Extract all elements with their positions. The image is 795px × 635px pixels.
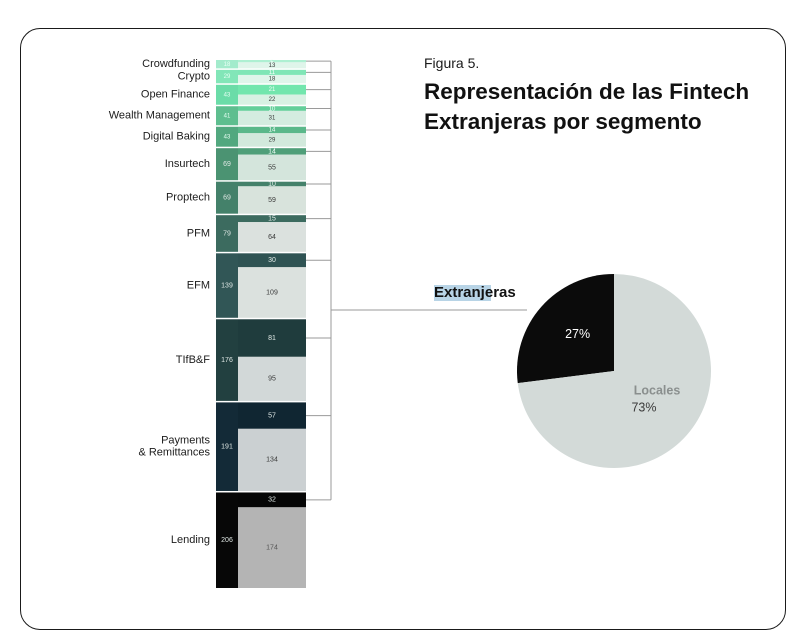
pie-slice-locales [517, 274, 711, 468]
callout-highlight [434, 285, 491, 301]
segment-foreign-label: 14 [269, 128, 276, 134]
segment-foreign-bar [238, 106, 306, 111]
segment-total-label: 18 [224, 62, 231, 68]
segment-foreign-bar [238, 126, 306, 134]
segment-band [216, 69, 238, 84]
segment-local-label: 59 [268, 197, 276, 204]
segment-local-bar [238, 154, 306, 181]
segment-local-label: 174 [266, 544, 278, 551]
pie-label-foreign: 27% [565, 327, 590, 341]
segment-total-label: 206 [221, 537, 233, 544]
segment-local-label: 29 [269, 138, 276, 144]
segment-total-label: 29 [224, 74, 231, 80]
segment-band [216, 106, 238, 126]
segment-foreign-bar [238, 84, 306, 95]
segment-foreign-label: 10 [269, 106, 276, 112]
pie-callout-label: Extranjeras [434, 284, 516, 301]
segment-category-label: Insurtech [165, 158, 210, 170]
segment-total-label: 79 [223, 230, 231, 237]
segment-band [216, 148, 238, 181]
segment-category-label: Payments [161, 435, 210, 447]
segment-foreign-label: 32 [268, 497, 276, 504]
segment-local-label: 134 [266, 457, 278, 464]
segment-band [216, 402, 238, 491]
segment-category-label: Proptech [166, 192, 210, 204]
segment-category-label: EFM [187, 279, 210, 291]
segment-category-label: Crypto [178, 70, 210, 82]
segment-local-label: 22 [269, 97, 276, 103]
segment-category-label: & Remittances [138, 447, 210, 459]
segment-local-bar [238, 110, 306, 126]
segment-local-bar [238, 507, 306, 588]
segment-local-label: 64 [268, 234, 276, 241]
segment-local-bar [238, 356, 306, 401]
segment-local-label: 95 [268, 376, 276, 383]
segment-local-bar [238, 62, 306, 69]
segment-foreign-bar [238, 402, 306, 429]
segment-foreign-bar [238, 319, 306, 357]
segment-foreign-label: 15 [268, 216, 276, 223]
segment-band [216, 253, 238, 318]
segment-band [216, 60, 238, 69]
segment-band [216, 215, 238, 252]
segment-foreign-bar [238, 492, 306, 508]
segment-band [216, 181, 238, 214]
segment-band [216, 84, 238, 105]
segment-total-label: 191 [221, 444, 233, 451]
segment-foreign-bar [238, 69, 306, 75]
segment-local-label: 31 [269, 116, 276, 122]
segment-local-label: 55 [268, 164, 276, 171]
segment-total-label: 43 [224, 134, 231, 140]
segment-category-label: TIfB&F [176, 354, 211, 366]
segment-local-bar [238, 428, 306, 491]
segment-local-bar [238, 186, 306, 214]
pie-slice-extranjeras [517, 274, 614, 384]
segment-foreign-label: 14 [268, 148, 276, 155]
segment-category-label: Digital Baking [143, 131, 210, 143]
figure-label: Figura 5. [424, 55, 480, 71]
segment-band [216, 126, 238, 147]
segment-total-label: 69 [223, 195, 231, 202]
segment-total-label: 41 [224, 113, 231, 119]
segment-foreign-label: 30 [268, 257, 276, 264]
segment-foreign-bar [238, 181, 306, 187]
segment-local-bar [238, 222, 306, 252]
segment-band [216, 492, 238, 588]
segment-total-label: 43 [224, 92, 231, 98]
segment-category-label: Wealth Management [109, 110, 210, 122]
segment-local-bar [238, 133, 306, 147]
segment-foreign-bar [238, 60, 306, 63]
segment-total-label: 69 [223, 161, 231, 168]
segment-local-bar [238, 267, 306, 318]
segment-local-label: 18 [269, 77, 276, 83]
segment-local-label: 13 [269, 63, 276, 69]
segment-foreign-label: 10 [268, 181, 276, 188]
segment-local-bar [238, 74, 306, 84]
segment-total-label: 139 [221, 282, 233, 289]
segment-foreign-label: 11 [269, 70, 276, 76]
figure-frame [20, 28, 786, 630]
segment-foreign-label: 57 [268, 412, 276, 419]
segment-category-label: Open Finance [141, 89, 210, 101]
segment-band [216, 319, 238, 401]
segment-foreign-bar [238, 253, 306, 268]
pie-label-locales: Locales [634, 383, 681, 397]
segment-local-bar [238, 94, 306, 105]
segment-foreign-label: 21 [269, 87, 276, 93]
segment-foreign-label: 81 [268, 335, 276, 342]
segment-category-label: Lending [171, 534, 210, 546]
segment-local-label: 109 [266, 289, 278, 296]
figure-title: Representación de las Fintech Extranjera… [424, 79, 750, 134]
segment-category-label: Crowdfunding [142, 58, 210, 70]
pie-value-locales: 73% [631, 400, 656, 414]
segment-category-label: PFM [187, 227, 210, 239]
segment-foreign-bar [238, 148, 306, 155]
segment-foreign-label: 5 [270, 60, 274, 66]
segment-foreign-bar [238, 215, 306, 223]
segment-total-label: 176 [221, 357, 233, 364]
